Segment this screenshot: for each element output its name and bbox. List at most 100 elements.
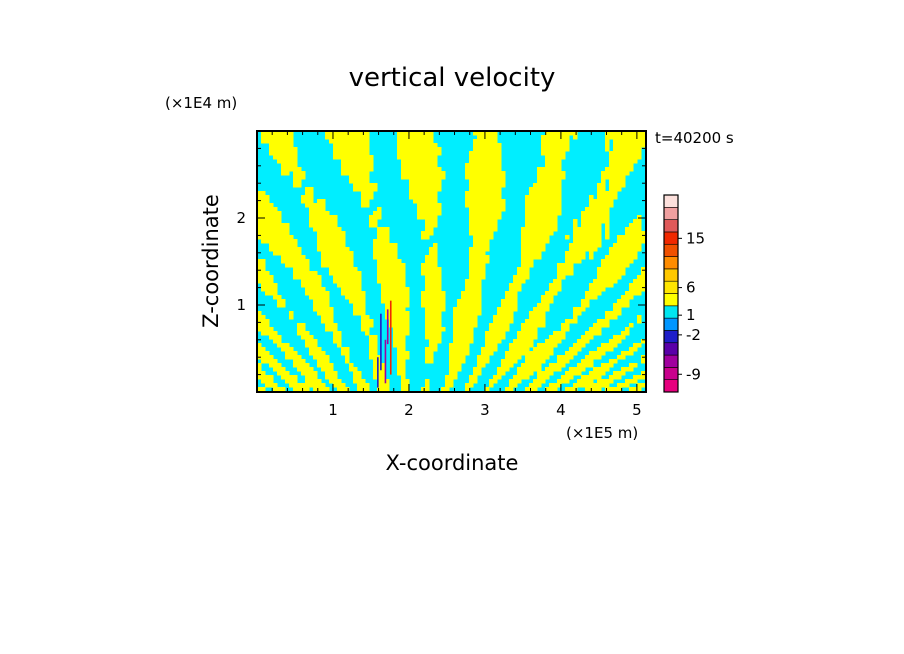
- field-cell: [517, 279, 522, 284]
- field-cell: [341, 247, 346, 252]
- field-cell: [421, 167, 426, 172]
- field-cell: [425, 215, 430, 220]
- field-cell: [365, 171, 370, 176]
- field-cell: [557, 331, 562, 336]
- field-cell: [469, 295, 474, 300]
- field-cell: [285, 139, 290, 144]
- field-cell: [317, 243, 322, 248]
- field-cell: [277, 223, 282, 228]
- field-cell: [581, 379, 586, 384]
- field-cell: [573, 223, 578, 228]
- field-cell: [293, 383, 298, 388]
- field-cell: [337, 143, 342, 148]
- field-cell: [485, 335, 490, 340]
- field-cell: [477, 295, 482, 300]
- field-cell: [413, 139, 418, 144]
- field-cell: [485, 147, 490, 152]
- field-cell: [325, 223, 330, 228]
- field-cell: [537, 215, 542, 220]
- field-cell: [489, 183, 494, 188]
- field-cell: [601, 363, 606, 368]
- field-cell: [469, 307, 474, 312]
- field-cell: [521, 231, 526, 236]
- field-cell: [529, 215, 534, 220]
- field-cell: [513, 351, 518, 356]
- field-cell: [421, 159, 426, 164]
- field-cell: [621, 247, 626, 252]
- field-cell: [265, 327, 270, 332]
- field-cell: [265, 139, 270, 144]
- field-cell: [425, 139, 430, 144]
- field-cell: [561, 151, 566, 156]
- field-cell: [549, 371, 554, 376]
- field-cell: [361, 187, 366, 192]
- field-cell: [273, 143, 278, 148]
- field-cell: [493, 335, 498, 340]
- field-cell: [541, 203, 546, 208]
- field-cell: [397, 287, 402, 292]
- field-cell: [257, 315, 262, 320]
- field-cell: [529, 383, 534, 388]
- field-cell: [385, 295, 390, 300]
- field-cell: [425, 311, 430, 316]
- field-cell: [589, 199, 594, 204]
- field-cell: [589, 223, 594, 228]
- field-cell: [593, 331, 598, 336]
- field-cell: [625, 299, 630, 304]
- field-cell: [397, 299, 402, 304]
- field-cell: [397, 343, 402, 348]
- field-cell: [429, 171, 434, 176]
- field-cell: [277, 247, 282, 252]
- field-cell: [337, 279, 342, 284]
- field-cell: [493, 179, 498, 184]
- field-cell: [421, 231, 426, 236]
- field-cell: [421, 171, 426, 176]
- field-cell: [621, 239, 626, 244]
- field-cell: [553, 163, 558, 168]
- field-cell: [357, 167, 362, 172]
- field-cell: [529, 315, 534, 320]
- field-cell: [617, 387, 622, 392]
- field-cell: [621, 355, 626, 360]
- field-cell: [633, 151, 638, 156]
- field-cell: [281, 147, 286, 152]
- field-cell: [549, 343, 554, 348]
- field-cell: [621, 271, 626, 276]
- field-cell: [317, 247, 322, 252]
- field-cell: [357, 299, 362, 304]
- field-cell: [433, 223, 438, 228]
- field-cell: [349, 295, 354, 300]
- field-cell: [593, 383, 598, 388]
- field-cell: [397, 331, 402, 336]
- field-cell: [553, 283, 558, 288]
- field-cell: [373, 215, 378, 220]
- field-cell: [337, 379, 342, 384]
- field-cell: [561, 175, 566, 180]
- field-cell: [469, 175, 474, 180]
- field-cell: [437, 335, 442, 340]
- plot-frame: [256, 130, 647, 393]
- field-cell: [525, 199, 530, 204]
- field-cell: [609, 183, 614, 188]
- field-cell: [609, 339, 614, 344]
- colorbar-band: [663, 280, 679, 294]
- field-cell: [357, 311, 362, 316]
- field-cell: [333, 243, 338, 248]
- field-cell: [277, 151, 282, 156]
- field-cell: [397, 363, 402, 368]
- field-cell: [401, 155, 406, 160]
- field-cell: [433, 327, 438, 332]
- field-cell: [533, 187, 538, 192]
- field-cell: [449, 355, 454, 360]
- field-cell: [321, 203, 326, 208]
- field-cell: [565, 387, 570, 392]
- field-cell: [293, 363, 298, 368]
- field-cell: [577, 363, 582, 368]
- field-cell: [493, 327, 498, 332]
- field-cell: [413, 195, 418, 200]
- field-cell: [593, 323, 598, 328]
- field-cell: [433, 259, 438, 264]
- field-cell: [393, 339, 398, 344]
- field-cell: [285, 147, 290, 152]
- field-cell: [505, 295, 510, 300]
